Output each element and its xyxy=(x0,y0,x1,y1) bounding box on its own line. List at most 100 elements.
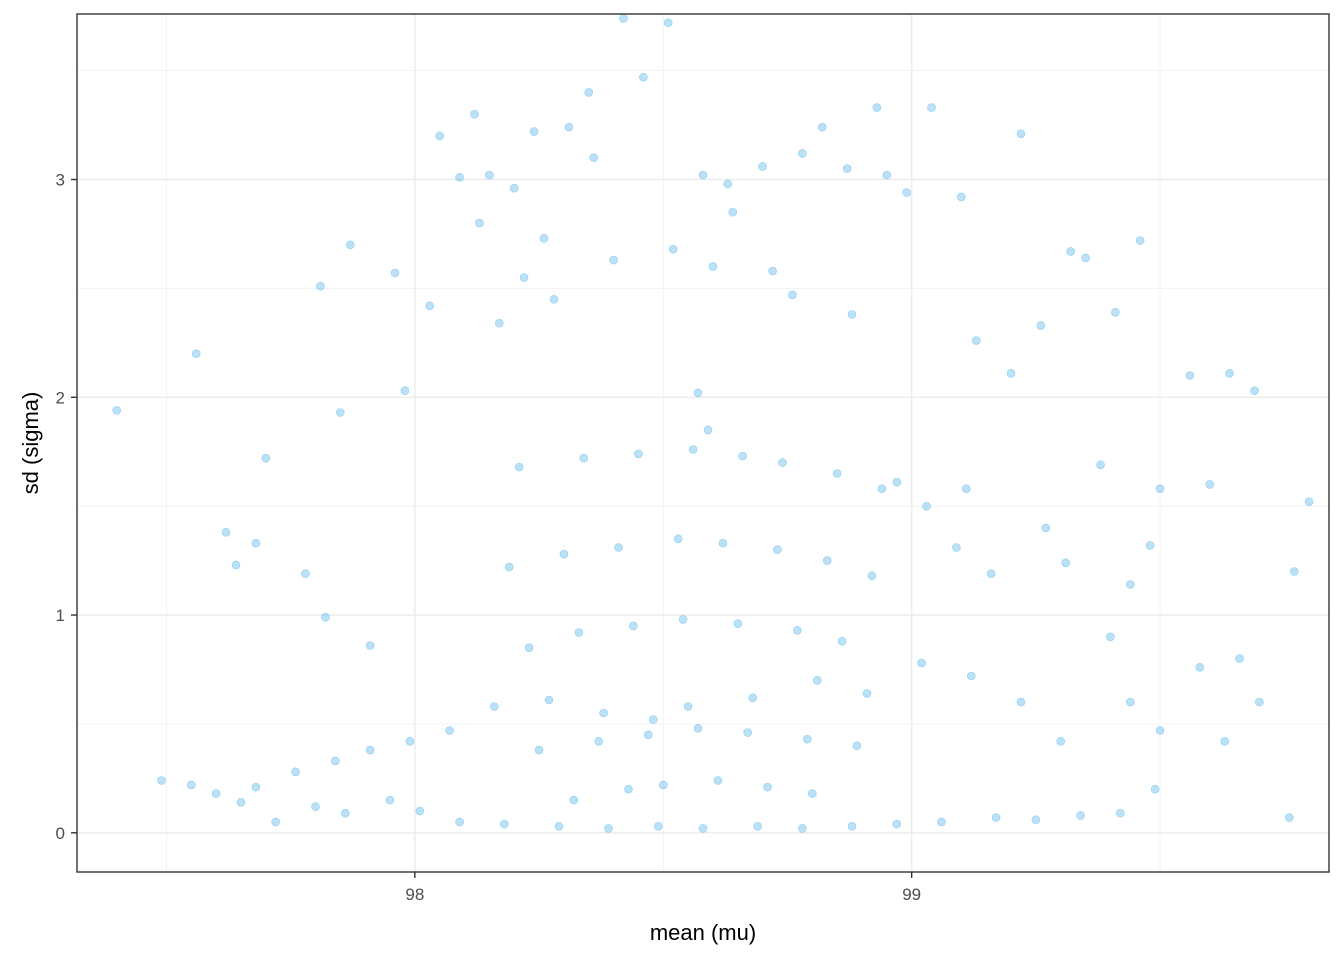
data-point xyxy=(405,736,415,746)
data-point xyxy=(1016,697,1026,707)
data-point xyxy=(713,776,723,785)
data-point xyxy=(872,103,882,112)
data-point xyxy=(802,734,812,744)
data-point xyxy=(1150,784,1160,794)
data-point xyxy=(937,817,946,827)
data-point xyxy=(1116,808,1125,818)
data-point xyxy=(892,819,902,829)
data-point xyxy=(653,821,663,831)
data-point xyxy=(1056,736,1065,746)
data-point xyxy=(986,569,996,579)
data-point xyxy=(852,741,862,751)
data-point xyxy=(619,14,628,23)
data-point xyxy=(475,218,484,228)
data-point xyxy=(768,266,777,276)
data-point xyxy=(1126,580,1135,589)
data-point xyxy=(867,571,877,581)
data-point xyxy=(599,708,608,718)
data-point xyxy=(251,538,261,548)
y-axis-ticks: 0 1 2 3 xyxy=(56,171,77,843)
data-point xyxy=(693,388,703,398)
data-point xyxy=(748,693,758,703)
data-point xyxy=(1111,307,1120,317)
y-tick-label: 3 xyxy=(56,171,65,190)
data-point xyxy=(365,745,375,755)
data-point xyxy=(778,458,787,467)
data-point xyxy=(539,234,549,243)
data-point xyxy=(470,109,479,119)
data-point xyxy=(604,824,613,833)
data-point xyxy=(698,170,708,180)
data-point xyxy=(564,122,574,132)
data-point xyxy=(673,534,683,544)
data-point xyxy=(321,612,330,622)
data-point xyxy=(415,806,425,816)
data-point xyxy=(211,789,221,798)
data-point xyxy=(579,453,589,463)
data-point xyxy=(231,560,241,570)
data-point xyxy=(788,290,797,300)
data-point xyxy=(236,797,246,807)
data-point xyxy=(390,268,400,278)
data-point xyxy=(862,689,872,698)
data-point xyxy=(112,405,121,415)
data-point xyxy=(1076,811,1085,820)
data-point xyxy=(385,795,395,805)
data-point xyxy=(877,484,887,494)
data-point xyxy=(1081,253,1090,263)
data-point xyxy=(559,549,569,559)
data-point xyxy=(1031,815,1041,825)
data-point xyxy=(330,756,340,766)
data-point xyxy=(892,477,902,487)
plot-border xyxy=(76,13,1330,873)
data-point xyxy=(663,18,673,28)
data-point xyxy=(812,676,822,685)
data-point xyxy=(758,162,767,171)
data-point xyxy=(1155,726,1165,735)
data-point xyxy=(927,103,936,112)
data-point xyxy=(966,671,976,681)
data-point xyxy=(1195,662,1205,672)
data-point xyxy=(187,780,196,790)
data-point xyxy=(1255,697,1264,707)
data-point xyxy=(1006,368,1016,378)
data-point xyxy=(1225,368,1234,378)
data-point xyxy=(624,784,633,794)
data-point xyxy=(1289,567,1299,576)
data-point xyxy=(614,543,623,552)
data-point xyxy=(584,88,594,97)
data-point xyxy=(723,179,733,189)
data-point xyxy=(837,636,847,646)
data-point xyxy=(221,527,231,537)
data-point xyxy=(1061,558,1070,568)
data-point xyxy=(534,745,544,755)
data-point xyxy=(971,336,981,345)
data-point xyxy=(1041,523,1051,533)
data-point xyxy=(743,728,753,737)
data-point xyxy=(509,183,519,193)
x-tick-label: 99 xyxy=(902,885,921,904)
data-point xyxy=(639,72,648,82)
data-point xyxy=(798,824,807,833)
data-point xyxy=(609,255,618,265)
data-point xyxy=(708,262,718,271)
data-point xyxy=(952,543,961,552)
data-point xyxy=(514,462,524,472)
y-axis-title: sd (sigma) xyxy=(18,392,43,495)
data-point xyxy=(489,702,499,711)
data-point xyxy=(847,310,857,319)
data-point xyxy=(678,615,688,624)
data-point xyxy=(832,469,842,478)
data-point xyxy=(847,821,857,831)
major-gridlines xyxy=(77,14,1329,872)
data-point xyxy=(718,538,728,548)
data-point xyxy=(807,789,817,798)
data-point xyxy=(658,780,668,790)
data-point xyxy=(1066,247,1075,256)
data-point xyxy=(400,386,410,396)
data-point xyxy=(435,131,445,141)
data-point xyxy=(574,628,584,637)
y-tick-label: 1 xyxy=(56,606,65,625)
data-point xyxy=(793,625,802,635)
